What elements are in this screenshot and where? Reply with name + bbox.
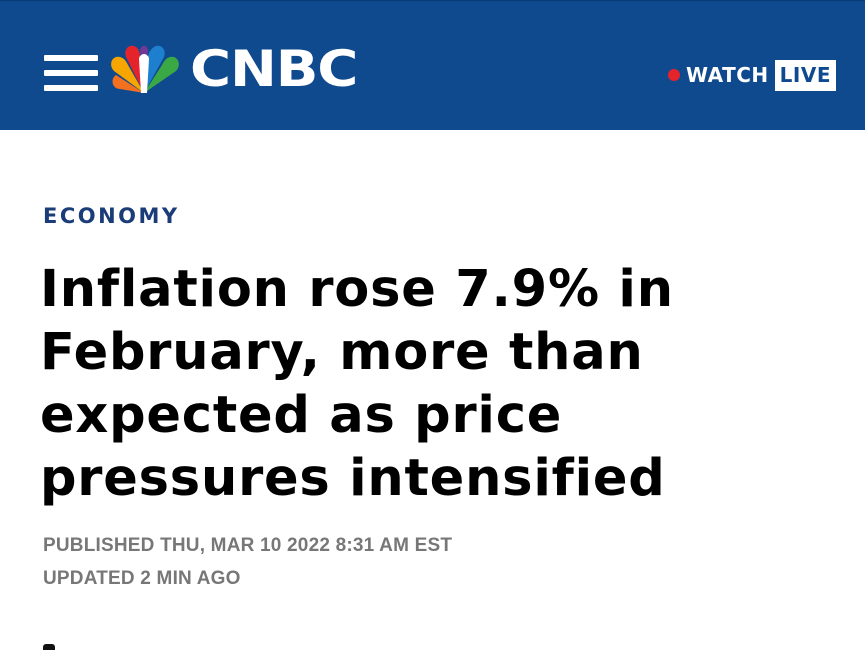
article-headline: Inflation rose 7.9% in February, more th… [40, 258, 840, 510]
site-header: CNBC WATCH LIVE [0, 0, 865, 130]
live-badge: LIVE [774, 59, 836, 91]
brand-name: CNBC [190, 40, 358, 98]
headline-line: Inflation rose 7.9% in [40, 260, 674, 319]
peacock-logo-icon [111, 45, 179, 93]
headline-line: expected as price [40, 386, 563, 445]
menu-bar [44, 55, 98, 61]
live-dot-icon [668, 69, 680, 81]
cut-off-glyph [43, 644, 55, 650]
updated-timestamp: UPDATED 2 MIN AGO [43, 568, 241, 589]
watch-label: WATCH [686, 63, 769, 87]
headline-line: pressures intensified [40, 449, 666, 508]
headline-line: February, more than [40, 323, 644, 382]
hamburger-menu-icon[interactable] [44, 55, 98, 91]
cnbc-logo[interactable]: CNBC [106, 39, 358, 99]
menu-bar [44, 70, 98, 76]
published-timestamp: PUBLISHED THU, MAR 10 2022 8:31 AM EST [43, 535, 453, 556]
watch-live-button[interactable]: WATCH LIVE [668, 59, 836, 91]
body-text-start [43, 640, 73, 650]
menu-bar [44, 85, 98, 91]
section-link-economy[interactable]: ECONOMY [43, 204, 180, 228]
